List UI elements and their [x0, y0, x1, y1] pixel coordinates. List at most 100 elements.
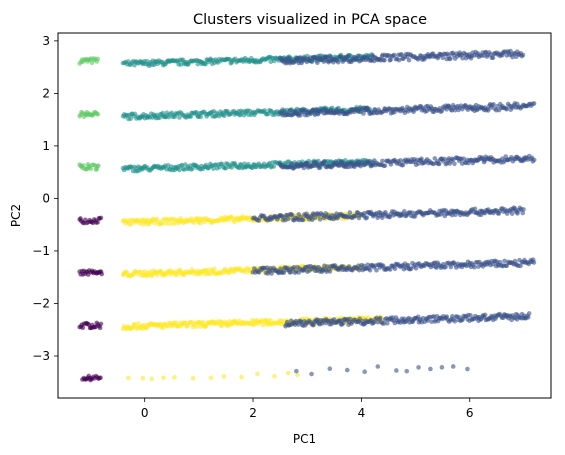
- scatter-point: [154, 216, 160, 222]
- scatter-point: [375, 364, 381, 369]
- scatter-point: [281, 108, 287, 114]
- scatter-point: [367, 158, 373, 164]
- scatter-point: [291, 264, 297, 270]
- scatter-point: [340, 320, 346, 326]
- scatter-point: [317, 165, 323, 170]
- scatter-point: [172, 375, 177, 380]
- scatter-point: [315, 60, 320, 66]
- scatter-point: [384, 320, 390, 326]
- scatter-point: [416, 365, 421, 370]
- scatter-point: [405, 262, 411, 268]
- scatter-point: [518, 263, 523, 269]
- y-tick-label: −2: [32, 296, 50, 310]
- scatter-point: [95, 56, 101, 62]
- scatter-point: [309, 371, 314, 377]
- scatter-point: [177, 167, 182, 173]
- scatter-point: [140, 375, 146, 381]
- scatter-point: [406, 57, 412, 63]
- scatter-point: [198, 114, 203, 120]
- scatter-point: [490, 55, 496, 60]
- scatter-point: [355, 53, 361, 59]
- scatter-point: [510, 54, 515, 60]
- scatter-point: [286, 216, 291, 222]
- scatter-point: [262, 108, 268, 113]
- scatter-point: [167, 221, 172, 227]
- scatter-point: [388, 57, 393, 62]
- scatter-point: [381, 321, 387, 326]
- scatter-point: [81, 163, 86, 168]
- scatter-point: [526, 311, 532, 316]
- scatter-point: [327, 366, 333, 371]
- scatter-point: [450, 364, 456, 369]
- scatter-point: [504, 106, 509, 112]
- y-tick-label: 2: [42, 86, 50, 100]
- scatter-point: [268, 59, 274, 65]
- scatter-point: [98, 215, 104, 221]
- scatter-point: [188, 114, 194, 119]
- y-tick-label: 3: [42, 34, 50, 48]
- scatter-point: [491, 102, 496, 107]
- scatter-point: [163, 221, 169, 226]
- scatter-point: [80, 325, 86, 331]
- scatter-point: [344, 367, 350, 373]
- scatter-point: [321, 59, 327, 64]
- scatter-point: [398, 158, 403, 163]
- x-tick-label: 6: [466, 406, 474, 420]
- scatter-point: [404, 368, 410, 374]
- scatter-point: [520, 210, 526, 216]
- scatter-point: [312, 215, 318, 221]
- scatter-point: [380, 158, 385, 164]
- chart-title: Clusters visualized in PCA space: [193, 12, 427, 28]
- x-tick-label: 4: [358, 406, 366, 420]
- scatter-point: [485, 108, 491, 113]
- scatter-point: [468, 313, 473, 318]
- scatter-point: [452, 319, 458, 324]
- x-tick-label: 2: [249, 406, 257, 420]
- scatter-point: [298, 112, 303, 118]
- scatter-point: [364, 215, 370, 220]
- scatter-point: [255, 371, 260, 377]
- scatter-point: [509, 211, 515, 216]
- scatter-point: [324, 55, 329, 60]
- scatter-point: [229, 165, 235, 170]
- scatter-point: [392, 52, 397, 58]
- scatter-point: [440, 55, 446, 61]
- plot-area-frame: [57, 32, 552, 399]
- y-tick-label: −1: [32, 244, 50, 258]
- scatter-point: [211, 166, 216, 171]
- scatter-point: [223, 165, 228, 171]
- scatter-point: [346, 53, 351, 59]
- scatter-point: [448, 56, 453, 61]
- scatter-point: [88, 166, 94, 172]
- y-axis-ticks: −3 −2 −1 0 1 2 3: [32, 34, 58, 363]
- scatter-point: [508, 48, 513, 54]
- scatter-point: [208, 375, 214, 381]
- scatter-point: [317, 217, 323, 222]
- scatter-point: [194, 324, 199, 329]
- scatter-point: [95, 220, 100, 225]
- y-tick-label: 0: [42, 191, 50, 205]
- scatter-point: [190, 376, 196, 381]
- scatter-point: [149, 376, 155, 382]
- scatter-point: [126, 375, 131, 381]
- scatter-point: [472, 206, 478, 212]
- scatter-point: [439, 365, 445, 370]
- scatter-point: [96, 163, 101, 168]
- scatter-point: [161, 375, 166, 381]
- scatter-point: [347, 210, 353, 215]
- scatter-point: [128, 116, 133, 122]
- scatter-point: [377, 315, 383, 321]
- scatter-point: [97, 325, 103, 331]
- y-axis-label: PC2: [9, 204, 23, 227]
- scatter-point: [428, 366, 433, 372]
- scatter-point: [177, 115, 182, 120]
- scatter-point: [322, 159, 327, 164]
- scatter-point: [531, 101, 537, 106]
- scatter-point: [288, 107, 293, 113]
- scatter-point: [531, 157, 537, 163]
- y-tick-label: 1: [42, 139, 50, 153]
- scatter-point: [327, 269, 333, 274]
- scatter-point: [382, 163, 388, 168]
- scatter-point: [482, 312, 488, 318]
- x-axis-label: PC1: [293, 432, 316, 446]
